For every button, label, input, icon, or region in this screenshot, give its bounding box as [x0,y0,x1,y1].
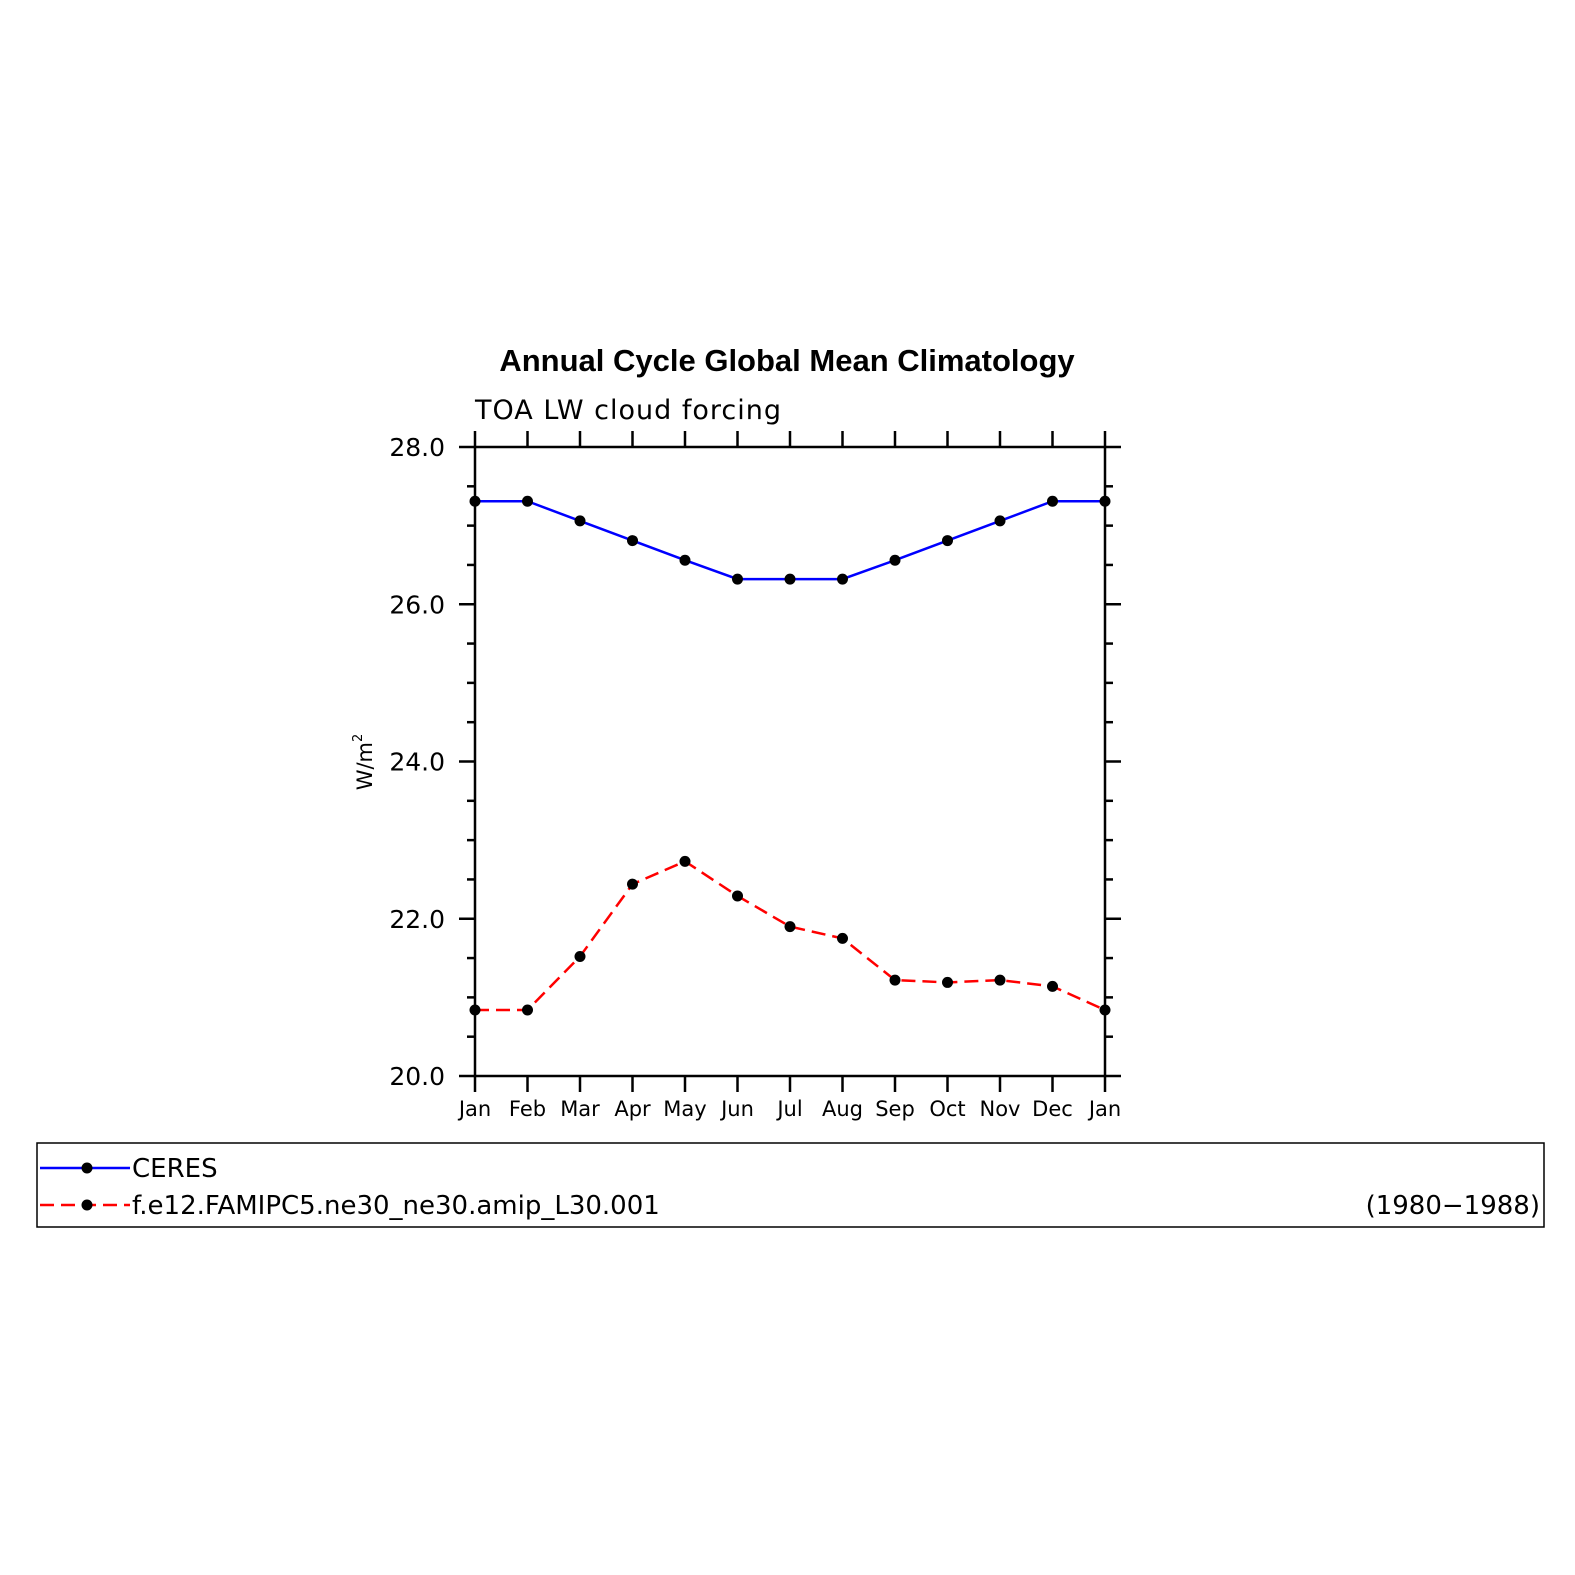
data-point [942,976,953,988]
x-tick-label: Jul [775,1097,802,1121]
legend-period: (1980−1988) [1366,1191,1540,1221]
legend-marker [81,1199,93,1211]
data-point [784,921,796,933]
data-point [837,932,848,944]
data-point [1047,980,1058,992]
data-point [732,890,743,902]
x-tick-label: Feb [509,1097,546,1121]
data-point [889,554,901,566]
x-tick-label: Sep [875,1097,915,1121]
x-tick-label: Apr [614,1097,651,1121]
data-point [679,855,691,867]
y-tick-label: 24.0 [389,748,445,777]
data-point [837,573,848,585]
data-point [942,535,953,547]
tick-labels: 20.0 22.0 24.0 26.0 28.0 Jan Feb Mar Apr May Jun Ju… [389,433,1121,1121]
data-point [522,1004,533,1016]
data-point [469,1004,481,1016]
data-point [627,535,638,547]
y-tick-label: 26.0 [389,590,445,619]
legend: CERES f.e12.FAMIPC5.ne30_ne30.amip_L30.00… [36,1142,1545,1228]
y-axis-label: W/m2 [351,734,377,791]
legend-label-ceres: CERES [132,1154,218,1184]
data-point [469,495,481,507]
data-point [1099,1004,1111,1016]
y-tick-label: 28.0 [389,433,445,462]
data-point [889,974,901,986]
chart-title: Annual Cycle Global Mean Climatology [499,343,1075,378]
data-point [574,515,586,527]
data-point [679,554,691,566]
x-tick-label: Jun [719,1097,754,1121]
x-tick-label: Aug [822,1097,863,1121]
data-point [994,515,1006,527]
y-tick-label: 20.0 [389,1062,445,1091]
data-point [994,974,1006,986]
x-tick-label: Mar [560,1097,600,1121]
x-tick-label: Oct [929,1097,965,1121]
series-line-model [475,859,1106,1012]
y-tick-label: 22.0 [389,905,445,934]
data-point [627,878,638,890]
y-axis-label-base: W/m [353,742,377,790]
axis-ticks [459,431,1121,1092]
chart-subtitle: TOA LW cloud forcing [474,395,782,426]
series-layer [469,495,1111,1016]
data-point [1047,495,1058,507]
x-tick-label: Dec [1032,1097,1073,1121]
data-point [784,573,796,585]
x-tick-label: Jan [457,1097,491,1121]
data-point [732,573,743,585]
x-tick-label: May [663,1097,706,1121]
legend-label-model: f.e12.FAMIPC5.ne30_ne30.amip_L30.001 [132,1191,660,1221]
legend-box [36,1142,1545,1228]
x-tick-label: Nov [980,1097,1021,1121]
svg-text:W/m2: W/m2 [351,734,377,791]
series-line-ceres [475,500,1105,581]
data-point [1099,495,1111,507]
data-point [522,495,533,507]
legend-marker [81,1162,93,1174]
y-axis-label-superscript: 2 [351,734,366,742]
data-point [574,950,586,962]
x-tick-label: Jan [1087,1097,1121,1121]
